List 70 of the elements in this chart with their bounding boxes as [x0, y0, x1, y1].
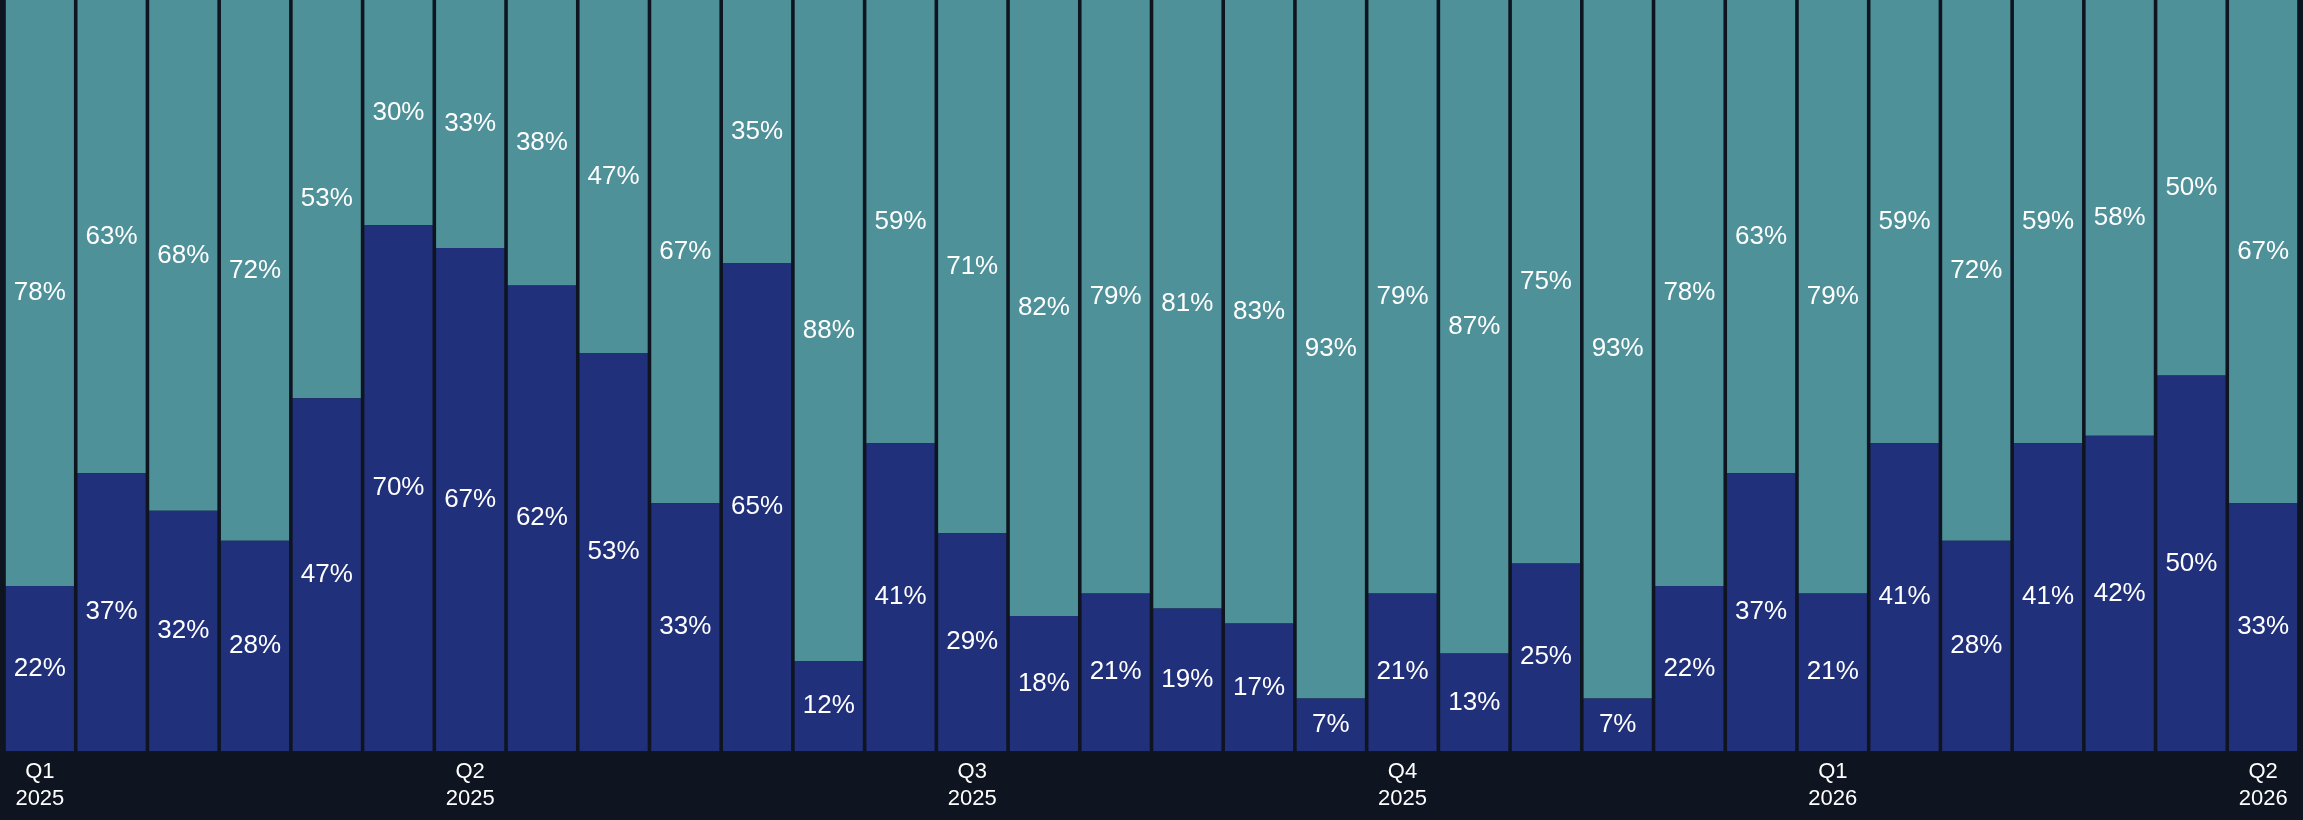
data-label: 72%: [228, 253, 282, 284]
data-label: 25%: [1519, 640, 1572, 671]
data-label: 59%: [874, 204, 927, 235]
data-label: 78%: [13, 276, 66, 307]
data-label: 41%: [1878, 580, 1931, 611]
data-label: 81%: [1161, 287, 1214, 318]
data-label: 7%: [1598, 708, 1637, 739]
data-label: 58%: [2093, 201, 2146, 232]
data-label: 38%: [515, 125, 568, 156]
data-label: 28%: [1950, 629, 2003, 660]
data-label: 93%: [1304, 332, 1357, 363]
x-tick-label: Q3 2025: [947, 758, 997, 810]
data-label: 75%: [1519, 264, 1572, 295]
data-label: 33%: [659, 610, 712, 641]
data-label: 21%: [1089, 655, 1142, 686]
data-label: 41%: [2021, 580, 2075, 611]
data-label: 79%: [1089, 279, 1142, 310]
data-label: 68%: [157, 238, 210, 269]
data-label: 67%: [444, 482, 497, 513]
data-label: 50%: [2165, 170, 2218, 201]
data-label: 63%: [1735, 219, 1788, 250]
data-label: 67%: [659, 234, 712, 265]
data-label: 82%: [1017, 291, 1070, 322]
data-label: 79%: [1376, 279, 1429, 310]
data-label: 78%: [1663, 276, 1716, 307]
data-label: 32%: [157, 614, 210, 645]
data-label: 35%: [731, 114, 784, 145]
data-label: 22%: [1663, 651, 1716, 682]
data-label: 19%: [1161, 663, 1214, 694]
x-tick-label: Q2 2026: [2238, 758, 2288, 810]
data-label: 42%: [2093, 576, 2146, 607]
data-label: 50%: [2165, 546, 2218, 577]
data-label: 71%: [946, 249, 999, 280]
data-label: 18%: [1017, 666, 1070, 697]
data-label: 7%: [1312, 708, 1350, 739]
data-label: 22%: [13, 651, 66, 682]
data-label: 62%: [515, 501, 568, 532]
data-label: 33%: [2237, 610, 2290, 641]
data-label: 59%: [1878, 204, 1931, 235]
x-tick-label: Q1 2026: [1808, 758, 1858, 810]
data-label: 21%: [1806, 655, 1859, 686]
data-label: 83%: [1233, 294, 1286, 325]
data-label: 63%: [85, 219, 138, 250]
x-tick-label: Q2 2025: [445, 758, 495, 810]
data-label: 47%: [300, 557, 353, 588]
data-label: 37%: [1735, 595, 1788, 626]
data-label: 87%: [1448, 309, 1501, 340]
data-label: 53%: [300, 182, 353, 213]
data-label: 37%: [85, 595, 138, 626]
data-label: 33%: [444, 107, 497, 138]
data-label: 12%: [802, 689, 855, 720]
data-label: 88%: [802, 313, 855, 344]
data-label: 41%: [874, 580, 927, 611]
data-label: 29%: [946, 625, 999, 656]
data-label: 67%: [2237, 234, 2290, 265]
data-label: 47%: [587, 159, 640, 190]
data-label: 59%: [2021, 204, 2075, 235]
x-tick-label: Q4 2025: [1378, 758, 1427, 810]
data-label: 93%: [1591, 332, 1644, 363]
data-label: 28%: [228, 629, 282, 660]
data-label: 79%: [1806, 279, 1859, 310]
x-tick-label: Q1 2025: [15, 758, 65, 810]
data-label: 21%: [1376, 655, 1429, 686]
data-label: 17%: [1233, 670, 1286, 701]
data-label: 70%: [372, 471, 425, 502]
data-label: 13%: [1448, 685, 1501, 716]
data-label: 53%: [587, 535, 640, 566]
data-label: 30%: [372, 95, 425, 126]
data-label: 65%: [731, 490, 784, 521]
data-label: 72%: [1950, 253, 2003, 284]
